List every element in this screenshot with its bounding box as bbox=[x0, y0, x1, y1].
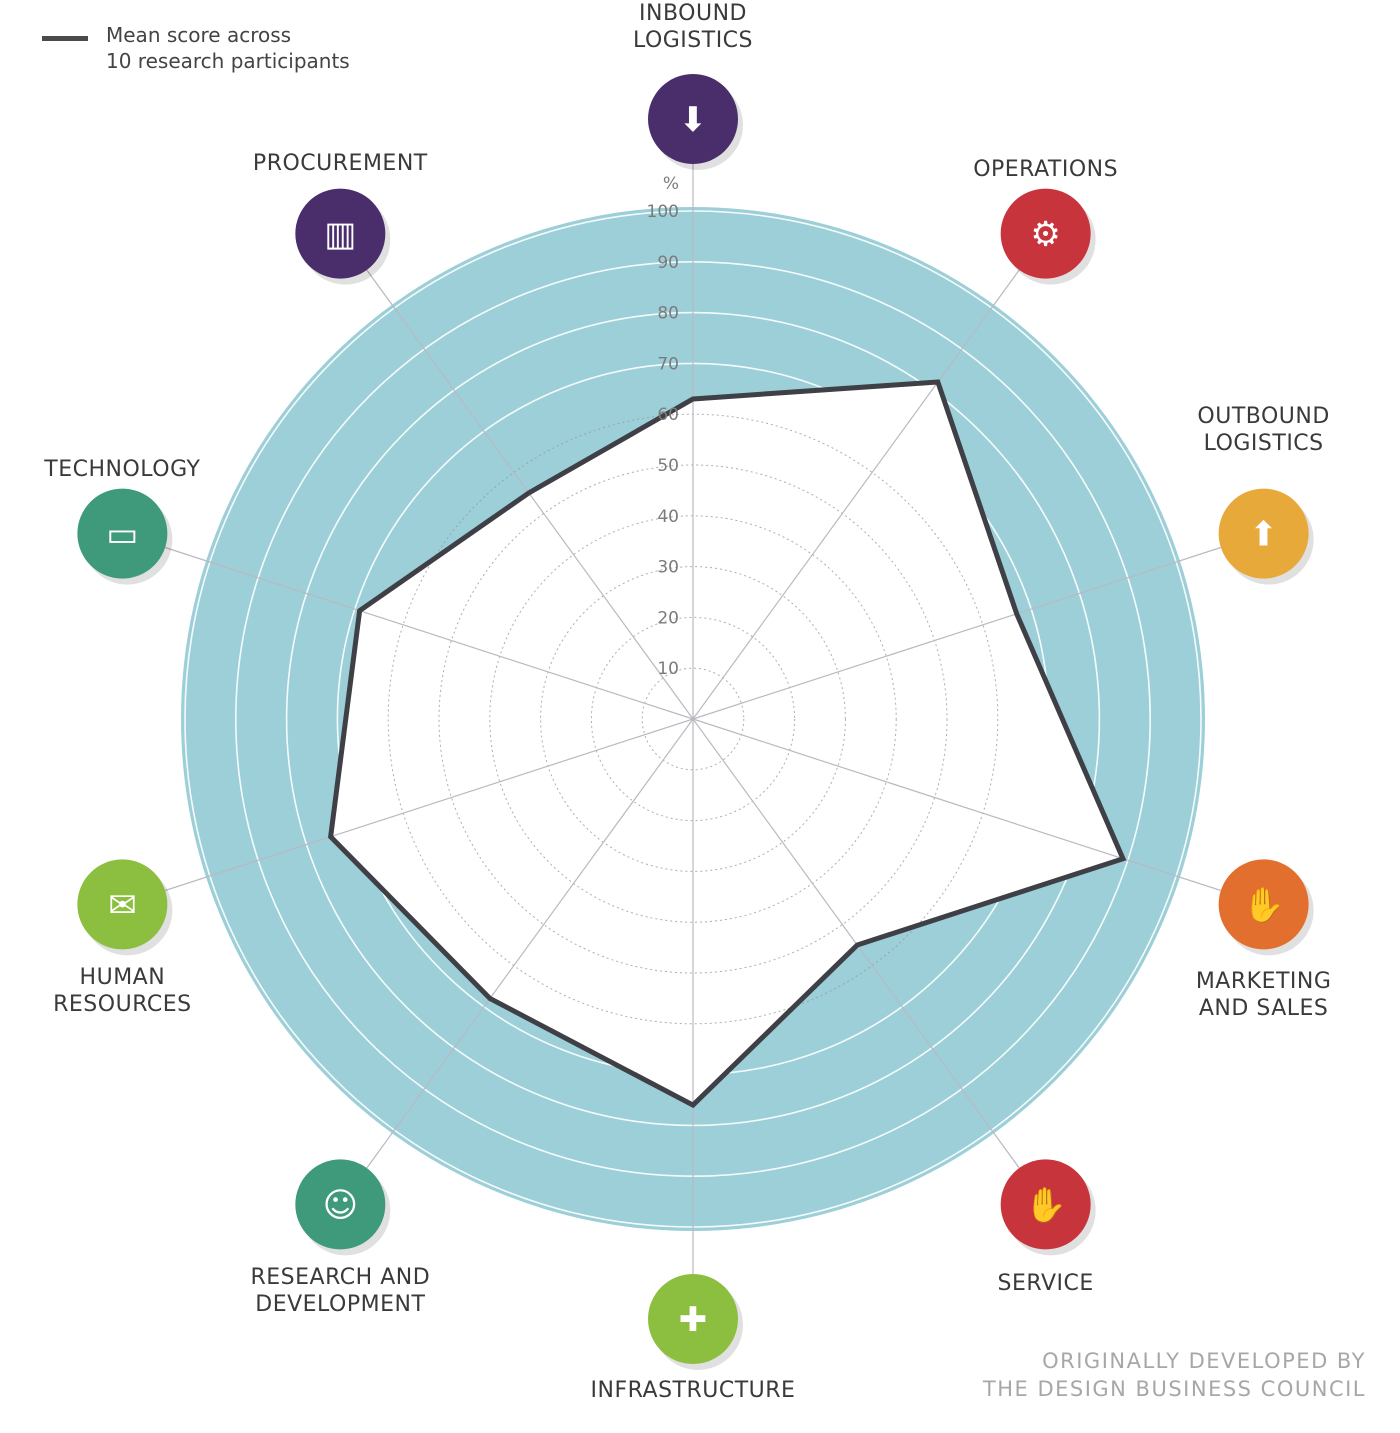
axis-label-2: OUTBOUND LOGISTICS bbox=[1104, 403, 1400, 457]
axis-label-line1: MARKETING bbox=[1195, 969, 1332, 995]
gear-icon bbox=[1000, 188, 1091, 279]
spoke-3 bbox=[692, 718, 1222, 892]
box-up-icon bbox=[1218, 488, 1309, 579]
legend-text-line1: Mean score across bbox=[106, 23, 292, 47]
barcode-icon bbox=[295, 188, 386, 279]
box-down-icon bbox=[648, 74, 738, 164]
tick-label-50: 50 bbox=[657, 456, 679, 476]
axis-label-6: RESEARCH AND DEVELOPMENT bbox=[180, 1264, 500, 1318]
spoke-2 bbox=[692, 546, 1222, 720]
spoke-8 bbox=[164, 546, 694, 720]
axis-label-3: MARKETING AND SALES bbox=[1104, 968, 1400, 1022]
legend-text: Mean score across 10 research participan… bbox=[106, 22, 350, 74]
axis-label-line1: RESEARCH AND bbox=[250, 1265, 431, 1291]
handshake-icon-glyph: ✋ bbox=[1242, 885, 1284, 925]
tick-label-40: 40 bbox=[657, 507, 679, 527]
axis-label-line1: INFRASTRUCTURE bbox=[590, 1378, 796, 1403]
head-icon bbox=[295, 1159, 386, 1250]
axis-label-8: TECHNOLOGY bbox=[0, 456, 282, 483]
tick-label-60: 60 bbox=[657, 405, 679, 425]
axis-label-line1: OPERATIONS bbox=[973, 156, 1119, 182]
axis-label-9: PROCUREMENT bbox=[180, 150, 500, 177]
axis-label-line1: TECHNOLOGY bbox=[44, 456, 201, 482]
box-up-icon-glyph: ⬆ bbox=[1249, 515, 1278, 555]
axis-label-1: OPERATIONS bbox=[886, 156, 1206, 183]
tick-label-20: 20 bbox=[657, 608, 679, 628]
axis-label-line1: OUTBOUND bbox=[1197, 403, 1330, 429]
grid-ring-20 bbox=[590, 616, 796, 822]
hands-icon bbox=[1000, 1159, 1091, 1250]
speech-bubbles-icon bbox=[77, 859, 168, 950]
speech-bubbles-icon-glyph: ✉ bbox=[108, 885, 137, 925]
axis-label-line2: LOGISTICS bbox=[1203, 430, 1324, 456]
hands-icon-glyph: ✋ bbox=[1024, 1185, 1066, 1225]
unit-label: % bbox=[663, 174, 679, 194]
spoke-7 bbox=[164, 718, 694, 892]
axis-label-line1: SERVICE bbox=[997, 1271, 1094, 1297]
radar-polygon-fill bbox=[330, 381, 1123, 1106]
tick-label-10: 10 bbox=[657, 659, 679, 679]
axis-label-line1: PROCUREMENT bbox=[252, 150, 428, 176]
axis-label-line1: HUMAN bbox=[79, 965, 166, 991]
tick-label-100: 100 bbox=[647, 202, 679, 222]
gear-icon-glyph: ⚙ bbox=[1030, 215, 1060, 255]
tick-label-30: 30 bbox=[657, 558, 679, 578]
legend-line-swatch bbox=[42, 36, 88, 41]
axis-label-5: INFRASTRUCTURE bbox=[533, 1377, 853, 1404]
axis-label-7: HUMAN RESOURCES bbox=[0, 964, 282, 1018]
credit-line1: ORIGINALLY DEVELOPED BY bbox=[1042, 1349, 1366, 1373]
axis-label-4: SERVICE bbox=[886, 1270, 1206, 1297]
tick-label-70: 70 bbox=[657, 354, 679, 374]
legend-text-line2: 10 research participants bbox=[106, 49, 350, 73]
axis-label-line2: AND SALES bbox=[1198, 996, 1329, 1022]
grid-ring-30 bbox=[540, 566, 846, 872]
credit-line2: THE DESIGN BUSINESS COUNCIL bbox=[982, 1377, 1366, 1401]
handshake-icon bbox=[1218, 859, 1309, 950]
axis-label-line2: LOGISTICS bbox=[632, 28, 754, 53]
grid-ring-10 bbox=[641, 667, 745, 771]
grid-ring-40 bbox=[489, 515, 897, 923]
tick-label-80: 80 bbox=[657, 304, 679, 324]
head-icon-glyph: ☺ bbox=[323, 1185, 358, 1225]
tick-label-90: 90 bbox=[657, 253, 679, 273]
axis-label-line2: DEVELOPMENT bbox=[255, 1292, 426, 1318]
laptop-icon bbox=[77, 488, 168, 579]
spoke-1 bbox=[692, 269, 1020, 720]
puzzle-icon-glyph: ✚ bbox=[679, 1300, 708, 1340]
laptop-icon-glyph: ▭ bbox=[106, 515, 138, 555]
axis-label-line1: INBOUND bbox=[639, 1, 747, 26]
barcode-icon-glyph: ▥ bbox=[324, 215, 356, 255]
spoke-6 bbox=[366, 718, 694, 1169]
axis-label-line2: RESOURCES bbox=[53, 992, 192, 1018]
puzzle-icon bbox=[648, 1274, 738, 1364]
axis-label-0: INBOUND LOGISTICS bbox=[533, 0, 853, 54]
radar-polygon-outline bbox=[328, 379, 1127, 1109]
credit-note: ORIGINALLY DEVELOPED BY THE DESIGN BUSIN… bbox=[946, 1347, 1366, 1403]
box-down-icon-glyph: ⬇ bbox=[679, 100, 708, 140]
